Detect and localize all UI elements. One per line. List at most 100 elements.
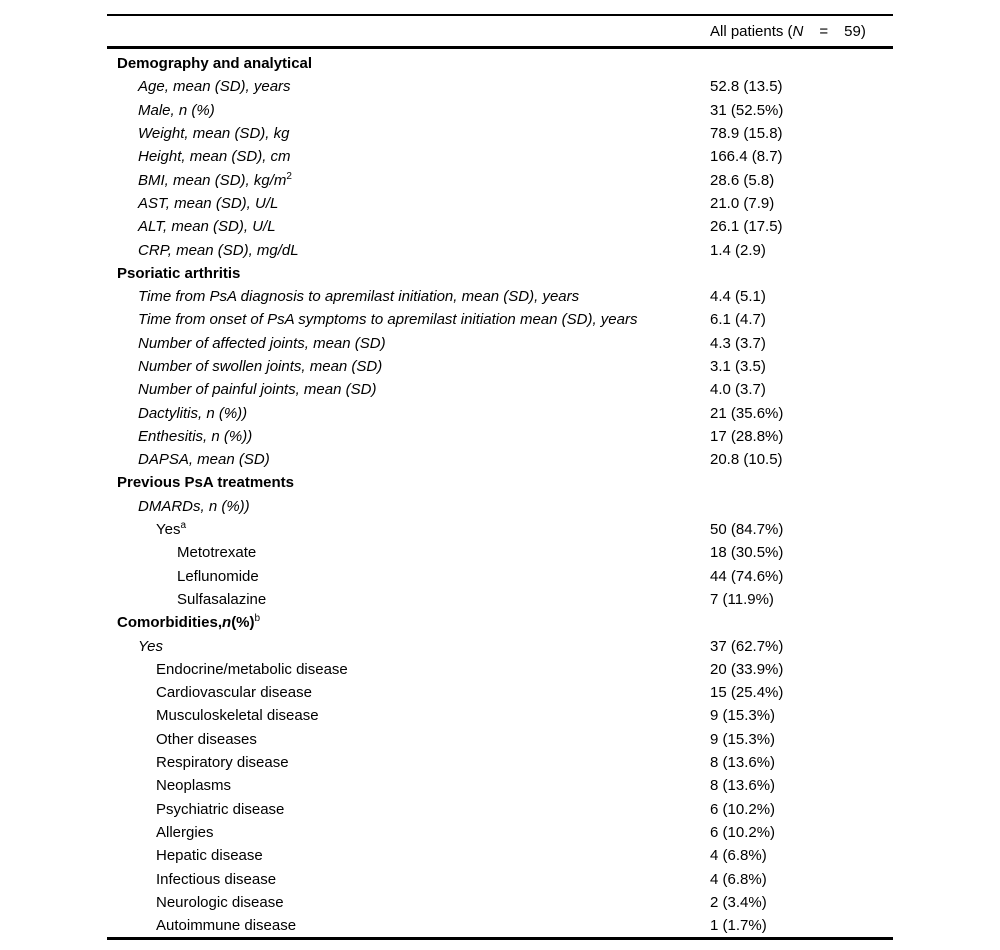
row-label: Comorbidities,n(%)b xyxy=(107,613,261,632)
table-row: Leflunomide 44 (74.6%) xyxy=(107,565,893,588)
row-label: Demography and analytical xyxy=(117,55,313,73)
row-label: Allergies xyxy=(156,823,214,841)
table-header-row: All patients (N = 59) xyxy=(107,16,893,46)
table-row: AST, mean (SD), U/L 21.0 (7.9) xyxy=(107,192,893,215)
table-header-rule xyxy=(107,46,893,49)
section-row: Psoriatic arthritis xyxy=(107,262,893,285)
row-label-part: (%) xyxy=(231,614,255,632)
table-row: Sulfasalazine 7 (11.9%) xyxy=(107,588,893,611)
row-label: Neoplasms xyxy=(156,777,232,795)
footnote-marker: b xyxy=(254,613,261,625)
row-label: Endocrine/metabolic disease xyxy=(156,660,348,678)
row-label: Number of painful joints, mean (SD) xyxy=(138,381,377,399)
table-row: Yesa 50 (84.7%) xyxy=(107,518,893,541)
column-header-all-patients: All patients (N = 59) xyxy=(710,16,866,46)
footnote-marker: 2 xyxy=(286,170,292,182)
row-label: Weight, mean (SD), kg xyxy=(138,125,290,143)
table-row: Time from onset of PsA symptoms to aprem… xyxy=(107,308,893,331)
row-label: Number of affected joints, mean (SD) xyxy=(138,334,386,352)
table-row: BMI, mean (SD), kg/m2 28.6 (5.8) xyxy=(107,168,893,191)
row-value: 15 (25.4%) xyxy=(710,684,784,702)
table-row: Psychiatric disease 6 (10.2%) xyxy=(107,798,893,821)
row-value: 6.1 (4.7) xyxy=(710,311,766,329)
row-value: 18 (30.5%) xyxy=(710,544,784,562)
row-value: 2 (3.4%) xyxy=(710,893,767,911)
row-label: BMI, mean (SD), kg/m2 xyxy=(138,170,292,189)
row-label: Age, mean (SD), years xyxy=(138,78,291,96)
section-row: Comorbidities,n(%)b xyxy=(107,611,893,634)
row-value: 4 (6.8%) xyxy=(710,870,767,888)
row-value: 6 (10.2%) xyxy=(710,823,776,841)
table-row: Number of affected joints, mean (SD) 4.3 … xyxy=(107,332,893,355)
row-value: 1.4 (2.9) xyxy=(710,241,766,259)
table-row: Male, n (%) 31 (52.5%) xyxy=(107,99,893,122)
row-label: Neurologic disease xyxy=(156,893,284,911)
table-row: Metotrexate 18 (30.5%) xyxy=(107,541,893,564)
table-row: Musculoskeletal disease 9 (15.3%) xyxy=(107,704,893,727)
row-value: 4.4 (5.1) xyxy=(710,288,766,306)
table-row: CRP, mean (SD), mg/dL 1.4 (2.9) xyxy=(107,238,893,261)
row-label: Enthesitis, n (%)) xyxy=(138,427,253,445)
table-row: Allergies 6 (10.2%) xyxy=(107,821,893,844)
table-row: Hepatic disease 4 (6.8%) xyxy=(107,844,893,867)
row-value: 21 (35.6%) xyxy=(710,404,784,422)
row-value: 52.8 (13.5) xyxy=(710,78,783,96)
table-row: Neoplasms 8 (13.6%) xyxy=(107,774,893,797)
table-row: Other diseases 9 (15.3%) xyxy=(107,728,893,751)
row-label: Psychiatric disease xyxy=(156,800,285,818)
row-label: AST, mean (SD), U/L xyxy=(138,194,279,212)
row-value: 37 (62.7%) xyxy=(710,637,784,655)
row-value: 20.8 (10.5) xyxy=(710,451,783,469)
row-label-part: n xyxy=(222,614,232,632)
row-label: Musculoskeletal disease xyxy=(156,707,319,725)
row-value: 3.1 (3.5) xyxy=(710,358,766,375)
row-value: 9 (15.3%) xyxy=(710,707,776,725)
row-label: Infectious disease xyxy=(156,870,277,888)
row-value: 44 (74.6%) xyxy=(710,567,784,585)
row-label: Height, mean (SD), cm xyxy=(138,148,291,166)
table-row: Age, mean (SD), years 52.8 (13.5) xyxy=(107,75,893,98)
row-value: 50 (84.7%) xyxy=(710,521,784,539)
table-row: Number of painful joints, mean (SD) 4.0 (… xyxy=(107,378,893,401)
row-value: 17 (28.8%) xyxy=(710,427,784,445)
row-label: DAPSA, mean (SD) xyxy=(138,451,270,469)
row-value: 166.4 (8.7) xyxy=(710,148,783,166)
patient-characteristics-table: All patients (N = 59) Demography and analy… xyxy=(107,14,893,940)
section-row: Previous PsA treatments xyxy=(107,471,893,494)
row-label: Number of swollen joints, mean (SD) xyxy=(138,358,383,375)
row-label: DMARDs, n (%)) xyxy=(138,497,250,515)
table-row: Weight, mean (SD), kg 78.9 (15.8) xyxy=(107,122,893,145)
row-label: CRP, mean (SD), mg/dL xyxy=(138,241,299,259)
column-header-n-symbol: N xyxy=(792,22,804,40)
row-label: Metotrexate xyxy=(177,544,257,562)
row-label: Hepatic disease xyxy=(156,847,263,865)
table-row: Neurologic disease 2 (3.4%) xyxy=(107,891,893,914)
row-value: 20 (33.9%) xyxy=(710,660,784,678)
column-header-count: 59) xyxy=(844,22,866,40)
table-row: Time from PsA diagnosis to apremilast in… xyxy=(107,285,893,308)
table-row: Respiratory disease 8 (13.6%) xyxy=(107,751,893,774)
footnote-marker: a xyxy=(180,520,187,532)
row-value: 4.0 (3.7) xyxy=(710,381,766,399)
column-header-prefix: All patients ( xyxy=(710,22,793,40)
table-row: Autoimmune disease 1 (1.7%) xyxy=(107,914,893,937)
table-row: ALT, mean (SD), U/L 26.1 (17.5) xyxy=(107,215,893,238)
row-label: Sulfasalazine xyxy=(177,590,267,608)
row-label: Male, n (%) xyxy=(138,101,215,119)
row-label: Yes xyxy=(138,637,164,655)
row-value: 28.6 (5.8) xyxy=(710,171,775,189)
row-label: Other diseases xyxy=(156,730,257,748)
row-label: Cardiovascular disease xyxy=(156,684,312,702)
row-value: 9 (15.3%) xyxy=(710,730,776,748)
column-header-equals: = xyxy=(819,22,829,40)
row-label: ALT, mean (SD), U/L xyxy=(138,218,276,236)
row-label: Yesa xyxy=(156,520,187,539)
row-label: Respiratory disease xyxy=(156,754,289,772)
row-label: Dactylitis, n (%)) xyxy=(138,404,248,422)
row-value: 6 (10.2%) xyxy=(710,800,776,818)
row-value: 8 (13.6%) xyxy=(710,777,776,795)
table-row: Endocrine/metabolic disease 20 (33.9%) xyxy=(107,658,893,681)
row-value: 4.3 (3.7) xyxy=(710,334,766,352)
row-value: 4 (6.8%) xyxy=(710,847,767,865)
section-row: Demography and analytical xyxy=(107,52,893,75)
